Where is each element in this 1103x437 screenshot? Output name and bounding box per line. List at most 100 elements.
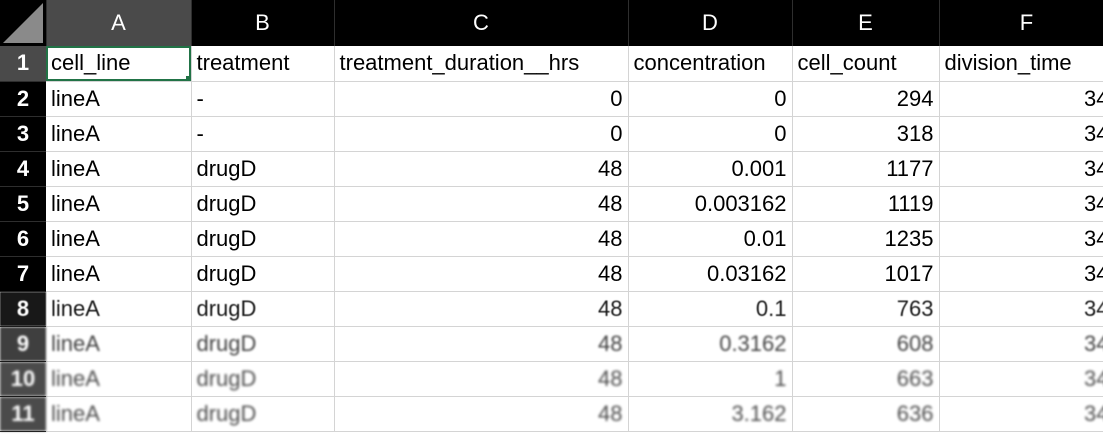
cell-value: 1119 [887,190,934,216]
cell-c11[interactable]: 48 [334,396,629,432]
cell-b10[interactable]: drugD [191,361,335,397]
cell-value: 34 [1084,155,1103,181]
cell-e1[interactable]: cell_count [792,46,940,82]
cell-f3[interactable]: 34 [939,116,1103,152]
cell-f6[interactable]: 34 [939,221,1103,257]
cell-a8[interactable]: lineA [46,291,192,327]
cell-f7[interactable]: 34 [939,256,1103,292]
cell-e8[interactable]: 763 [792,291,940,327]
cell-value: concentration [633,50,766,76]
cell-d6[interactable]: 0.01 [628,221,793,257]
column-header-f[interactable]: F [939,0,1103,46]
column-header-e[interactable]: E [792,0,940,46]
cell-value: lineA [51,225,100,251]
cell-f10[interactable]: 34 [939,361,1103,397]
select-all-corner[interactable] [0,0,47,46]
cell-b11[interactable]: drugD [191,396,335,432]
cell-a2[interactable]: lineA [46,81,192,117]
cell-d2[interactable]: 0 [628,81,793,117]
cell-b2[interactable]: - [191,81,335,117]
cell-c7[interactable]: 48 [334,256,629,292]
cell-d9[interactable]: 0.3162 [628,326,793,362]
cell-a7[interactable]: lineA [46,256,192,292]
row-header[interactable]: 2 [0,81,46,117]
cell-d10[interactable]: 1 [628,361,793,397]
row-header[interactable]: 7 [0,256,46,292]
cell-b9[interactable]: drugD [191,326,335,362]
row-header[interactable]: 6 [0,221,46,257]
cell-value: 34 [1084,330,1103,356]
cell-e9[interactable]: 608 [792,326,940,362]
cell-f2[interactable]: 34 [939,81,1103,117]
cell-value: 48 [598,330,623,356]
cell-c2[interactable]: 0 [334,81,629,117]
cell-d1[interactable]: concentration [628,46,793,82]
cell-value: treatment_duration__hrs [339,50,580,76]
cell-c6[interactable]: 48 [334,221,629,257]
cell-f11[interactable]: 34 [939,396,1103,432]
cell-e10[interactable]: 663 [792,361,940,397]
cell-value: lineA [51,330,100,356]
column-header-b[interactable]: B [191,0,335,46]
cell-c4[interactable]: 48 [334,151,629,187]
column-header-c[interactable]: C [334,0,629,46]
row-header[interactable]: 4 [0,151,46,187]
cell-d5[interactable]: 0.003162 [628,186,793,222]
row-header[interactable]: 9 [0,326,46,362]
cell-d4[interactable]: 0.001 [628,151,793,187]
row-header[interactable]: 3 [0,116,46,152]
cell-f9[interactable]: 34 [939,326,1103,362]
cell-e6[interactable]: 1235 [792,221,940,257]
cell-a4[interactable]: lineA [46,151,192,187]
cell-a1[interactable]: cell_line [46,46,192,82]
cell-c8[interactable]: 48 [334,291,629,327]
cell-f8[interactable]: 34 [939,291,1103,327]
row-header[interactable]: 8 [0,291,46,327]
cell-b8[interactable]: drugD [191,291,335,327]
cell-f4[interactable]: 34 [939,151,1103,187]
cell-a10[interactable]: lineA [46,361,192,397]
cell-value: 318 [896,120,934,146]
cell-c10[interactable]: 48 [334,361,629,397]
cell-a6[interactable]: lineA [46,221,192,257]
cell-d8[interactable]: 0.1 [628,291,793,327]
cell-d7[interactable]: 0.03162 [628,256,793,292]
cell-a3[interactable]: lineA [46,116,192,152]
cell-b7[interactable]: drugD [191,256,335,292]
cell-e5[interactable]: 1119 [792,186,940,222]
cell-value: 294 [896,85,934,111]
cell-a9[interactable]: lineA [46,326,192,362]
cell-e11[interactable]: 636 [792,396,940,432]
cell-a11[interactable]: lineA [46,396,192,432]
cell-c5[interactable]: 48 [334,186,629,222]
fill-handle[interactable] [185,75,190,80]
cell-e2[interactable]: 294 [792,81,940,117]
row-header[interactable]: 10 [0,361,46,397]
cell-c3[interactable]: 0 [334,116,629,152]
cell-b4[interactable]: drugD [191,151,335,187]
row-header[interactable]: 5 [0,186,46,222]
row-header[interactable]: 11 [0,396,46,432]
cell-value: 1235 [884,225,934,251]
cell-value: drugD [196,225,257,251]
cell-e7[interactable]: 1017 [792,256,940,292]
cell-e4[interactable]: 1177 [792,151,940,187]
cell-b6[interactable]: drugD [191,221,335,257]
cell-d11[interactable]: 3.162 [628,396,793,432]
cell-b3[interactable]: - [191,116,335,152]
cell-e3[interactable]: 318 [792,116,940,152]
cell-b5[interactable]: drugD [191,186,335,222]
cell-a5[interactable]: lineA [46,186,192,222]
column-header-d[interactable]: D [628,0,793,46]
cell-d3[interactable]: 0 [628,116,793,152]
column-header-a[interactable]: A [46,0,192,46]
row-header[interactable]: 1 [0,46,46,82]
cell-c9[interactable]: 48 [334,326,629,362]
cell-c1[interactable]: treatment_duration__hrs [334,46,629,82]
cell-f1[interactable]: division_time [939,46,1103,82]
cell-b1[interactable]: treatment [191,46,335,82]
cell-f5[interactable]: 34 [939,186,1103,222]
